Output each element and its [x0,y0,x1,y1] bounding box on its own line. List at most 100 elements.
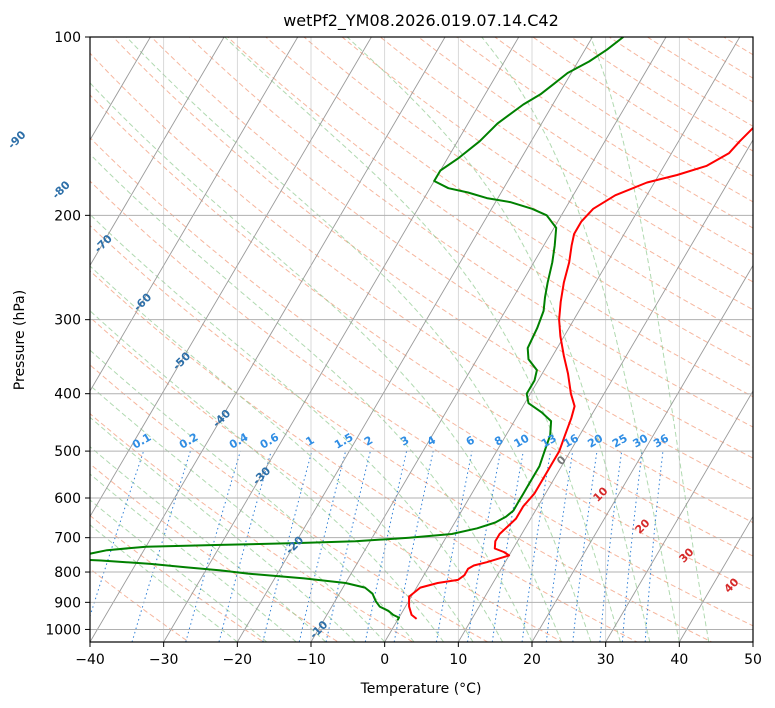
dry-adiabat [265,37,753,368]
isotherm-label: -50 [170,349,193,372]
x-tick-label: 20 [523,652,541,668]
moist-adiabat [90,265,474,642]
isotherm [384,37,741,642]
isotherm [236,37,593,642]
mixing-ratio-label: 3 [398,434,411,449]
mixing-ratio-label: 4 [425,433,438,448]
mixing-ratio-label: 1.5 [332,431,355,452]
dry-adiabat [379,37,753,283]
y-tick-label: 900 [54,595,81,611]
moist-adiabat [90,524,238,642]
isotherm [163,37,520,642]
y-tick-label: 800 [54,565,81,581]
y-tick-label: 600 [54,491,81,507]
moist-adiabat [90,213,503,642]
x-tick-label: 30 [597,652,615,668]
temperature-profile-line [408,126,753,620]
mixing-ratio-line [644,451,664,642]
moist-adiabat [90,384,386,642]
dry-adiabat [717,10,775,654]
x-tick-label: −30 [149,652,179,668]
adiabat-label: 40 [722,575,742,595]
dry-adiabat [90,413,414,642]
x-tick-label: 50 [744,652,762,668]
isotherm [90,37,446,642]
dry-adiabat [90,270,639,642]
mixing-ratio-line [521,451,552,642]
isotherm-label: -60 [131,290,154,313]
dry-adiabat [722,37,753,56]
mixing-ratio-line [572,451,598,642]
adiabat-label: 10 [591,484,611,504]
dry-adiabat [90,568,190,642]
moist-adiabat [90,153,533,642]
mixing-ratio-line [90,450,145,618]
moist-adiabat [90,82,562,642]
x-tick-label: −10 [296,652,326,668]
dry-adiabat [188,37,753,428]
x-tick-label: −20 [223,652,253,668]
mixing-ratio-label: 2 [362,434,375,449]
isotherm [678,515,753,642]
dry-adiabat [684,37,753,79]
x-tick-label: 10 [449,652,467,668]
isotherm [90,37,151,141]
dry-adiabat [90,364,489,642]
x-tick-label: 0 [380,652,389,668]
dry-adiabat [417,37,753,256]
dry-adiabat [90,180,753,627]
mixing-ratio-label: 0.6 [258,430,282,451]
isotherm-label: -30 [250,464,273,487]
mixing-ratio-label: 10 [512,431,532,450]
isotherm [310,37,667,642]
mixing-ratio-line [435,451,473,642]
isotherm-label: -40 [210,407,233,430]
dry-adiabat [90,463,340,642]
mixing-ratio-line [491,451,524,642]
y-tick-label: 300 [54,313,81,329]
dry-adiabat [755,10,775,654]
isotherm [90,37,225,267]
y-tick-label: 200 [54,208,81,224]
x-tick-label: −40 [75,652,105,668]
moist-adiabat [90,349,415,642]
mixing-ratio-label: 13 [539,432,559,451]
plot-frame [89,36,754,643]
mixing-ratio-line [545,451,574,642]
mixing-ratio-label: 1 [304,434,317,449]
dewpoint-profile-line [90,37,624,621]
series-layer [90,37,753,621]
moist-adiabat [90,416,356,642]
y-tick-label: 1000 [45,622,81,638]
moist-adiabat [90,446,327,642]
isotherm-label: -90 [5,128,28,151]
mixing-ratio-label: 0.1 [130,431,153,452]
dry-adiabat [608,37,753,127]
moist-adiabat [224,37,621,642]
isotherm [752,641,753,642]
x-axis-title: Temperature (°C) [360,681,482,697]
adiabat-label: 0 [554,453,569,468]
moist-adiabat [90,499,268,642]
dry-adiabat [570,37,753,152]
isotherm-label: -80 [50,178,73,201]
x-tick-label: 40 [670,652,688,668]
background-lines [0,10,775,654]
moist-adiabat [590,37,710,642]
y-tick-label: 700 [54,531,81,547]
mixing-ratio-label: 0.2 [177,431,200,452]
dry-adiabat [90,316,564,642]
isotherm [531,264,753,642]
dry-adiabat [303,37,753,339]
y-tick-label: 500 [54,444,81,460]
isotherm [0,37,3,642]
mixing-ratio-label: 20 [585,431,605,450]
moist-adiabat [90,473,297,642]
isotherm [605,390,753,642]
dry-adiabat [90,136,753,592]
dry-adiabat [341,37,753,311]
x-axis: −40 −30 −20 −10 0 10 20 30 40 50 [75,642,762,668]
isotherm [90,37,372,518]
